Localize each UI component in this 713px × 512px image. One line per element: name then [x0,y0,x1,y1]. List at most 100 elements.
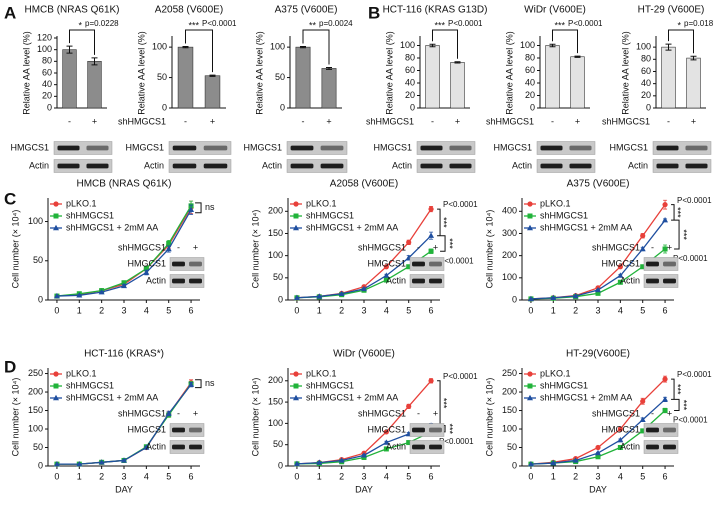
bar [62,49,77,109]
blot-band [320,163,344,169]
blot-band [449,163,472,169]
y-axis-label: Cell number (× 10⁴) [484,210,494,289]
p-value: P<0.0001 [439,256,474,265]
x-tick-label: 6 [663,471,668,481]
chart-title: HT-29 (V600E) [638,5,705,16]
blot-band [429,261,442,267]
legend-label: shHMGCS1 [66,380,114,390]
x-tick-label: 1 [77,471,82,481]
y-axis-label: Relative AA level (%) [21,31,31,115]
blot-band [420,163,443,169]
bar [321,68,337,109]
marker [293,294,300,300]
x-axis-label: DAY [589,484,607,494]
blot-row-label: shHMGCS1 [592,242,640,252]
blot-label: Actin [146,441,166,451]
blot-band [420,145,443,151]
y-tick-label: 200 [268,206,283,216]
blot-band [172,278,185,284]
y-tick-label: 0 [162,102,167,112]
marker [617,279,623,285]
x-tick-label: 2 [573,471,578,481]
x-tick-label: 6 [189,305,194,315]
marker [338,290,345,296]
y-tick-label: 0 [280,102,285,112]
blot-row-label: shHMGCS1 [358,242,406,252]
significance-bracket [437,208,446,252]
error-bar [300,46,306,49]
blot-label: HMGCS1 [609,142,648,152]
y-axis-label: Relative AA level (%) [504,31,514,115]
y-tick-label: 0 [47,102,52,112]
x-tick-label: + [210,116,215,126]
x-tick-label: 3 [121,471,126,481]
blot-background [409,274,445,288]
blot-band [569,163,592,169]
p-value: P<0.0001 [677,370,712,379]
x-tick-label: - [68,116,71,126]
blot-background [409,423,445,437]
y-tick-label: 80 [641,54,651,64]
blot-background [169,423,205,437]
blot-label: HMGCS1 [367,424,406,434]
bar [570,56,585,109]
y-axis-label: Cell number (× 10⁴) [250,210,260,289]
blot-label: HMGCS1 [127,258,166,268]
y-tick-label: 0 [512,460,517,470]
y-tick-label: 60 [405,65,415,75]
significance-bracket [552,29,578,54]
marker [166,241,172,247]
legend-marker [53,213,59,219]
y-tick-label: 60 [641,66,651,76]
chart-title: WiDr (V600E) [333,349,395,360]
error-bar [690,55,697,61]
blot-band [663,261,676,267]
significance-stars: *** [434,20,445,30]
significance-stars: ** [309,20,317,30]
blot-background [652,159,712,173]
p-value: P<0.0001 [568,19,603,28]
y-axis-label: Relative AA level (%) [384,31,394,115]
y-tick-label: 20 [641,90,651,100]
blot-band [429,278,442,284]
p-value: p=0.0024 [319,19,353,28]
marker [316,293,323,299]
x-tick-label: 1 [317,305,322,315]
marker [639,245,646,252]
x-tick-label: 4 [144,471,149,481]
blot-band [172,444,185,450]
blot-lane-label: - [417,242,420,252]
significance-bracket [195,379,202,389]
marker [662,216,669,223]
blot-background [643,274,679,288]
marker [572,292,579,299]
x-tick-label: 5 [406,305,411,315]
error-bar [66,45,73,54]
p-value: P<0.0001 [448,19,483,28]
blot-band [685,163,708,169]
y-tick-label: 50 [33,442,43,452]
chart-title: HMCB (NRAS Q61K) [76,179,171,190]
marker [143,444,150,450]
x-tick-label: 6 [189,471,194,481]
legend-label: shHMGCS1 + 2mM AA [66,392,158,402]
x-tick-label: - [667,116,670,126]
legend-label: pLKO.1 [306,198,337,208]
p-value: p=0.0182 [684,19,713,28]
x-tick-label: 4 [618,471,623,481]
x-tick-label: 1 [551,305,556,315]
error-bar [182,46,189,49]
marker [640,264,646,270]
legend-label: shHMGCS1 + 2mM AA [66,222,158,232]
y-tick-label: 120 [37,32,52,42]
y-tick-label: 40 [641,78,651,88]
marker [617,436,624,443]
blot-label: Actin [512,160,532,170]
row-label: shHMGCS1 [486,116,534,126]
y-tick-label: 100 [270,42,285,52]
x-tick-label: 5 [640,471,645,481]
x-tick-label: 5 [406,471,411,481]
marker [406,264,412,270]
x-tick-label: 0 [294,471,299,481]
blot-band [172,163,197,169]
